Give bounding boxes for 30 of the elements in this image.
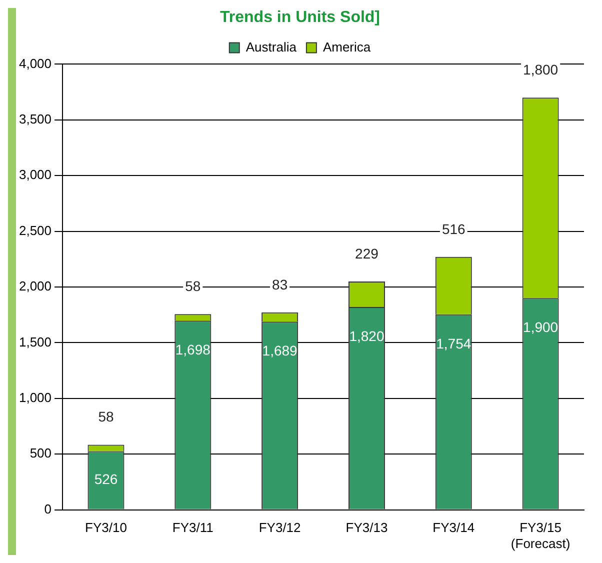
data-label: 1,900 — [523, 319, 558, 335]
data-label: 229 — [355, 245, 379, 262]
data-label: 1,689 — [262, 342, 298, 359]
chart-title: Trends in Units Sold] — [220, 9, 380, 26]
y-tick-label: 4,000 — [18, 56, 52, 71]
data-label: 1,698 — [175, 342, 211, 358]
legend-label: Australia — [246, 39, 298, 54]
data-label: 526 — [94, 471, 118, 488]
y-tick-label: 2,500 — [18, 222, 52, 238]
y-tick-label: 1,500 — [18, 334, 52, 350]
y-tick-label: 3,000 — [18, 167, 52, 182]
y-tick-label: 1,000 — [18, 390, 52, 405]
x-tick-label: FY3/11 — [172, 520, 214, 536]
y-tick-label: 0 — [44, 501, 52, 516]
x-tick-label: FY3/12 — [258, 520, 301, 536]
data-label: 83 — [272, 276, 288, 292]
data-label: 58 — [185, 278, 201, 294]
x-tick-label: FY3/14 — [432, 520, 475, 536]
data-label: 1,754 — [436, 335, 472, 352]
x-tick-label: FY3/15 (Forecast) — [510, 520, 570, 551]
y-tick-label: 500 — [30, 446, 52, 461]
data-label: 1,800 — [523, 61, 558, 78]
x-tick-label: FY3/13 — [346, 520, 388, 536]
x-tick-label: FY3/10 — [85, 520, 127, 536]
legend-label: America — [322, 39, 372, 54]
y-tick-label: 3,500 — [18, 111, 52, 126]
data-label: 58 — [98, 408, 114, 425]
data-label: 516 — [442, 220, 466, 237]
y-tick-label: 2,000 — [18, 278, 52, 294]
data-label: 1,820 — [349, 328, 384, 344]
